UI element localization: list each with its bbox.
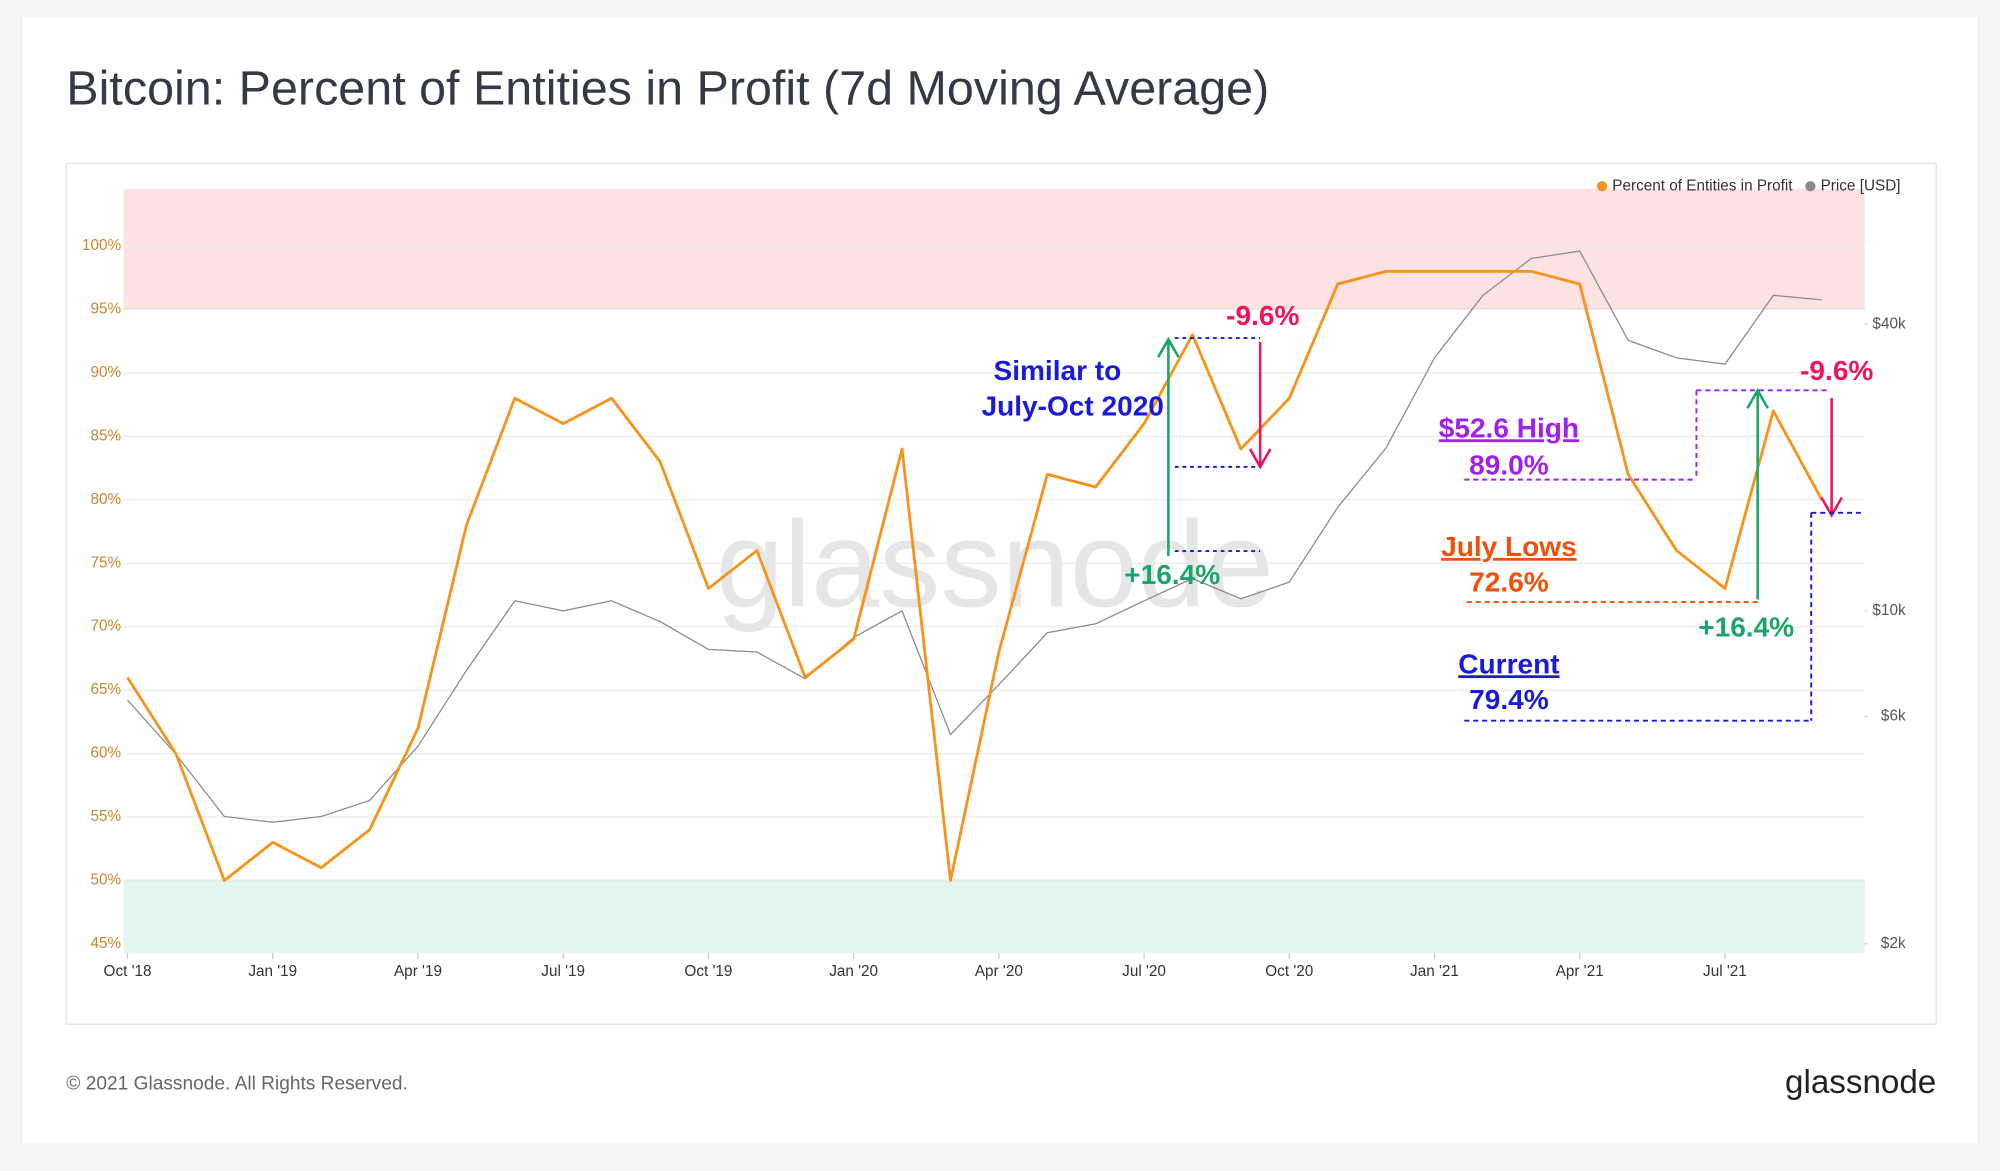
y-tick-label: 60% (91, 745, 122, 762)
logo: glassnode (1785, 1064, 1936, 1101)
annotation: 79.4% (1469, 684, 1549, 715)
copyright: © 2021 Glassnode. All Rights Reserved. (66, 1073, 408, 1094)
annotation: $52.6 High (1439, 412, 1579, 443)
annotation: Current (1458, 648, 1559, 679)
x-tick-label: Apr '21 (1556, 963, 1604, 980)
annotation: +16.4% (1698, 611, 1794, 642)
x-tick-label: Oct '20 (1265, 963, 1313, 980)
annotation: 72.6% (1469, 567, 1549, 598)
x-tick-label: Apr '20 (975, 963, 1023, 980)
y-tick-label: 70% (91, 618, 122, 635)
x-tick-label: Jan '21 (1410, 963, 1459, 980)
y-tick-label: 85% (91, 427, 122, 444)
legend-label: Percent of Entities in Profit (1612, 177, 1793, 194)
legend-swatch (1805, 181, 1816, 192)
series-line (127, 250, 1822, 823)
x-tick-label: Apr '19 (394, 963, 442, 980)
legend-swatch (1596, 181, 1608, 192)
y-tick-label: 45% (91, 935, 122, 952)
y-tick-label: 90% (91, 364, 122, 381)
y2-tick-label: $6k (1881, 708, 1906, 725)
annotation: -9.6% (1800, 355, 1873, 386)
chart-frame (65, 162, 1937, 1025)
x-tick-label: Jan '20 (829, 963, 878, 980)
y-tick-label: 55% (91, 808, 122, 825)
band (123, 880, 1865, 953)
x-tick-label: Jan '19 (248, 963, 297, 980)
y2-tick-label: $2k (1881, 935, 1906, 952)
annotation: 89.0% (1469, 449, 1549, 480)
x-tick-label: Oct '19 (684, 963, 732, 980)
annotation-guides (1157, 336, 1863, 722)
x-tick-label: Jul '20 (1122, 963, 1166, 980)
y2-tick-label: $40k (1872, 315, 1906, 332)
band (123, 188, 1865, 310)
x-tick-label: Jul '21 (1703, 963, 1747, 980)
y-tick-label: 100% (82, 237, 122, 254)
y-tick-label: 95% (91, 300, 122, 317)
y-tick-label: 75% (91, 554, 122, 571)
annotation: +16.4% (1124, 559, 1220, 590)
x-tick-label: Oct '18 (104, 963, 152, 980)
x-tick-label: Jul '19 (541, 963, 585, 980)
y-tick-label: 50% (91, 872, 122, 889)
legend-label: Price [USD] (1821, 177, 1901, 194)
chart-title: Bitcoin: Percent of Entities in Profit (… (66, 62, 1269, 116)
y-tick-label: 80% (91, 491, 122, 508)
annotation: -9.6% (1226, 300, 1299, 331)
watermark: glassnode (716, 495, 1274, 632)
annotation: July Lows (1441, 531, 1577, 562)
annotation: Similar to (993, 355, 1121, 386)
annotation: July-Oct 2020 (982, 391, 1164, 422)
y-tick-label: 65% (91, 681, 122, 698)
series-line (126, 269, 1824, 882)
y2-tick-label: $10k (1872, 602, 1906, 619)
